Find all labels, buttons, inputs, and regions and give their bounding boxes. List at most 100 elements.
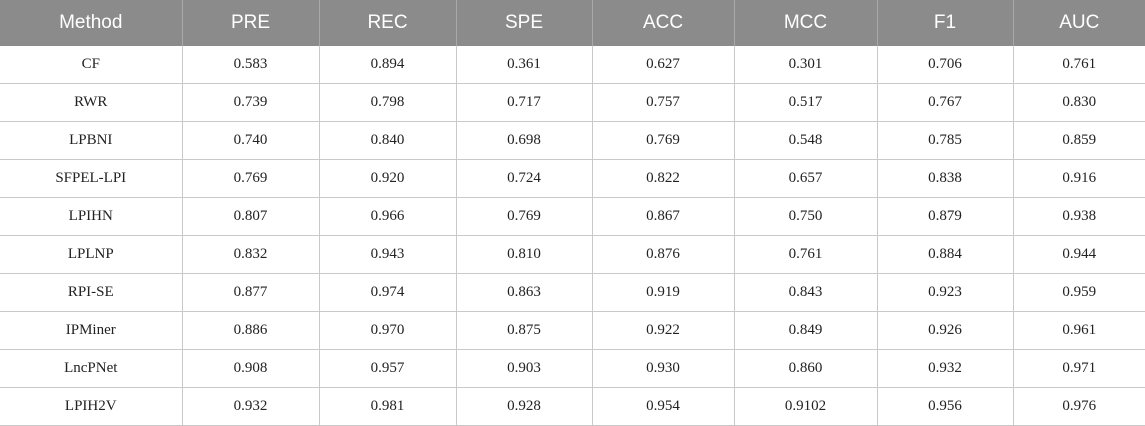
cell-spe: 0.698: [455, 121, 592, 160]
cell-pre: 0.877: [181, 273, 319, 312]
cell-auc: 0.761: [1012, 46, 1145, 84]
cell-spe: 0.875: [455, 311, 592, 350]
cell-acc: 0.919: [591, 273, 734, 312]
cell-method: LPLNP: [0, 235, 182, 274]
cell-method: SFPEL-LPI: [0, 159, 182, 198]
cell-pre: 0.886: [181, 311, 319, 350]
cell-mcc: 0.761: [733, 235, 877, 274]
cell-rec: 0.894: [318, 46, 456, 84]
cell-pre: 0.908: [181, 349, 319, 388]
header-rec: REC: [318, 0, 456, 46]
header-f1: F1: [876, 0, 1013, 46]
cell-f1: 0.879: [876, 197, 1013, 236]
cell-spe: 0.863: [455, 273, 592, 312]
cell-method: RPI-SE: [0, 273, 182, 312]
table-row: RWR 0.739 0.798 0.717 0.757 0.517 0.767 …: [0, 83, 1145, 122]
cell-rec: 0.974: [318, 273, 456, 312]
header-pre: PRE: [181, 0, 319, 46]
cell-acc: 0.822: [591, 159, 734, 198]
cell-acc: 0.876: [591, 235, 734, 274]
table-row: LPBNI 0.740 0.840 0.698 0.769 0.548 0.78…: [0, 121, 1145, 160]
cell-method: LPIH2V: [0, 387, 182, 426]
cell-auc: 0.859: [1012, 121, 1145, 160]
cell-mcc: 0.657: [733, 159, 877, 198]
cell-rec: 0.840: [318, 121, 456, 160]
cell-auc: 0.971: [1012, 349, 1145, 388]
cell-method: LPIHN: [0, 197, 182, 236]
cell-acc: 0.954: [591, 387, 734, 426]
cell-rec: 0.957: [318, 349, 456, 388]
cell-auc: 0.959: [1012, 273, 1145, 312]
cell-spe: 0.928: [455, 387, 592, 426]
cell-f1: 0.884: [876, 235, 1013, 274]
table-row: LPIHN 0.807 0.966 0.769 0.867 0.750 0.87…: [0, 197, 1145, 236]
cell-acc: 0.922: [591, 311, 734, 350]
table-row: RPI-SE 0.877 0.974 0.863 0.919 0.843 0.9…: [0, 273, 1145, 312]
table-row: LncPNet 0.908 0.957 0.903 0.930 0.860 0.…: [0, 349, 1145, 388]
cell-acc: 0.867: [591, 197, 734, 236]
cell-acc: 0.930: [591, 349, 734, 388]
cell-rec: 0.981: [318, 387, 456, 426]
cell-method: IPMiner: [0, 311, 182, 350]
cell-f1: 0.923: [876, 273, 1013, 312]
header-acc: ACC: [591, 0, 734, 46]
cell-pre: 0.739: [181, 83, 319, 122]
table-row: CF 0.583 0.894 0.361 0.627 0.301 0.706 0…: [0, 46, 1145, 84]
cell-acc: 0.769: [591, 121, 734, 160]
cell-auc: 0.944: [1012, 235, 1145, 274]
table-body: CF 0.583 0.894 0.361 0.627 0.301 0.706 0…: [0, 46, 1145, 426]
cell-auc: 0.976: [1012, 387, 1145, 426]
cell-acc: 0.627: [591, 46, 734, 84]
cell-f1: 0.932: [876, 349, 1013, 388]
cell-mcc: 0.860: [733, 349, 877, 388]
cell-pre: 0.832: [181, 235, 319, 274]
cell-spe: 0.810: [455, 235, 592, 274]
cell-pre: 0.769: [181, 159, 319, 198]
cell-method: CF: [0, 46, 182, 84]
cell-mcc: 0.301: [733, 46, 877, 84]
header-auc: AUC: [1012, 0, 1145, 46]
cell-rec: 0.920: [318, 159, 456, 198]
cell-mcc: 0.9102: [733, 387, 877, 426]
table-row: IPMiner 0.886 0.970 0.875 0.922 0.849 0.…: [0, 311, 1145, 350]
cell-spe: 0.361: [455, 46, 592, 84]
table-row: LPLNP 0.832 0.943 0.810 0.876 0.761 0.88…: [0, 235, 1145, 274]
cell-f1: 0.706: [876, 46, 1013, 84]
header-row: Method PRE REC SPE ACC MCC F1 AUC: [0, 0, 1145, 46]
header-spe: SPE: [455, 0, 592, 46]
cell-pre: 0.583: [181, 46, 319, 84]
table-header: Method PRE REC SPE ACC MCC F1 AUC: [0, 0, 1145, 46]
cell-method: RWR: [0, 83, 182, 122]
cell-f1: 0.838: [876, 159, 1013, 198]
cell-spe: 0.724: [455, 159, 592, 198]
cell-mcc: 0.750: [733, 197, 877, 236]
cell-mcc: 0.849: [733, 311, 877, 350]
cell-acc: 0.757: [591, 83, 734, 122]
cell-f1: 0.767: [876, 83, 1013, 122]
cell-f1: 0.785: [876, 121, 1013, 160]
table-row: SFPEL-LPI 0.769 0.920 0.724 0.822 0.657 …: [0, 159, 1145, 198]
cell-rec: 0.970: [318, 311, 456, 350]
cell-method: LPBNI: [0, 121, 182, 160]
cell-rec: 0.966: [318, 197, 456, 236]
cell-auc: 0.916: [1012, 159, 1145, 198]
cell-auc: 0.938: [1012, 197, 1145, 236]
cell-pre: 0.740: [181, 121, 319, 160]
cell-auc: 0.830: [1012, 83, 1145, 122]
header-method: Method: [0, 0, 182, 46]
cell-rec: 0.943: [318, 235, 456, 274]
cell-f1: 0.956: [876, 387, 1013, 426]
table-row: LPIH2V 0.932 0.981 0.928 0.954 0.9102 0.…: [0, 387, 1145, 426]
cell-mcc: 0.517: [733, 83, 877, 122]
header-mcc: MCC: [733, 0, 877, 46]
cell-spe: 0.769: [455, 197, 592, 236]
cell-auc: 0.961: [1012, 311, 1145, 350]
cell-f1: 0.926: [876, 311, 1013, 350]
cell-method: LncPNet: [0, 349, 182, 388]
cell-spe: 0.903: [455, 349, 592, 388]
cell-pre: 0.932: [181, 387, 319, 426]
cell-spe: 0.717: [455, 83, 592, 122]
cell-mcc: 0.843: [733, 273, 877, 312]
cell-pre: 0.807: [181, 197, 319, 236]
